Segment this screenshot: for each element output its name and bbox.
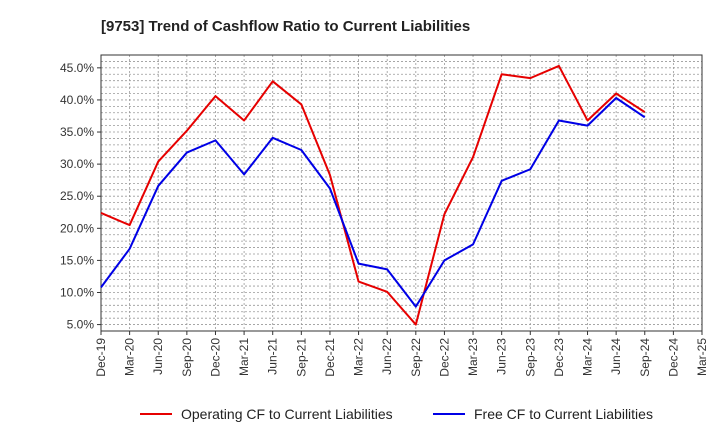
y-tick-label: 10.0% [60,285,94,299]
series-line-2 [100,97,646,308]
x-tick-label: Dec-19 [94,338,108,377]
y-tick-label: 15.0% [60,253,94,267]
x-tick-label: Sep-22 [409,338,423,377]
legend: Operating CF to Current Liabilities Free … [140,406,653,422]
plot-area [100,54,703,332]
x-tick-label: Dec-23 [552,338,566,377]
x-tick-label: Jun-24 [609,338,623,375]
y-tick-label: 25.0% [60,189,94,203]
x-tick-label: Mar-23 [466,338,480,376]
x-tick-label: Jun-22 [380,338,394,375]
legend-label: Operating CF to Current Liabilities [181,406,393,422]
legend-label: Free CF to Current Liabilities [474,406,653,422]
y-tick-label: 40.0% [60,93,94,107]
x-tick-label: Mar-24 [581,338,595,376]
series [100,64,646,326]
x-tick-label: Mar-25 [695,338,709,376]
y-tick-label: 30.0% [60,157,94,171]
x-tick-label: Dec-21 [323,338,337,377]
y-axis: 5.0% 10.0% 15.0% 20.0% 25.0% 30.0% 35.0% 40.0% 4… [60,61,101,332]
y-tick-label: 45.0% [60,61,94,75]
x-tick-label: Jun-20 [151,338,165,375]
y-tick-label: 35.0% [60,125,94,139]
x-tick-label: Sep-24 [638,338,652,377]
x-axis: Dec-19 Mar-20 Jun-20 Sep-20 Dec-20 Mar-21 Jun-… [94,331,709,377]
series-line-1 [100,64,646,326]
x-tick-label: Sep-23 [523,338,537,377]
x-tick-label: Sep-20 [180,338,194,377]
x-tick-label: Mar-21 [237,338,251,376]
x-tick-label: Jun-21 [266,338,280,375]
x-tick-label: Jun-23 [495,338,509,375]
x-tick-label: Mar-20 [123,338,137,376]
x-tick-label: Dec-22 [437,338,451,377]
y-tick-label: 5.0% [67,318,95,332]
x-tick-label: Mar-22 [352,338,366,376]
x-tick-label: Sep-21 [294,338,308,377]
x-tick-label: Dec-20 [208,338,222,377]
chart-title: [9753] Trend of Cashflow Ratio to Curren… [101,18,470,35]
y-tick-label: 20.0% [60,221,94,235]
x-tick-label: Dec-24 [666,338,680,377]
